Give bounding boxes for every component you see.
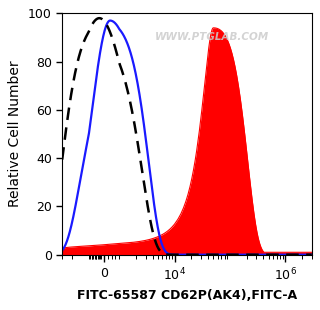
X-axis label: FITC-65587 CD62P(AK4),FITC-A: FITC-65587 CD62P(AK4),FITC-A: [77, 289, 297, 302]
Text: WWW.PTGLAB.COM: WWW.PTGLAB.COM: [155, 33, 269, 42]
Y-axis label: Relative Cell Number: Relative Cell Number: [8, 61, 22, 207]
